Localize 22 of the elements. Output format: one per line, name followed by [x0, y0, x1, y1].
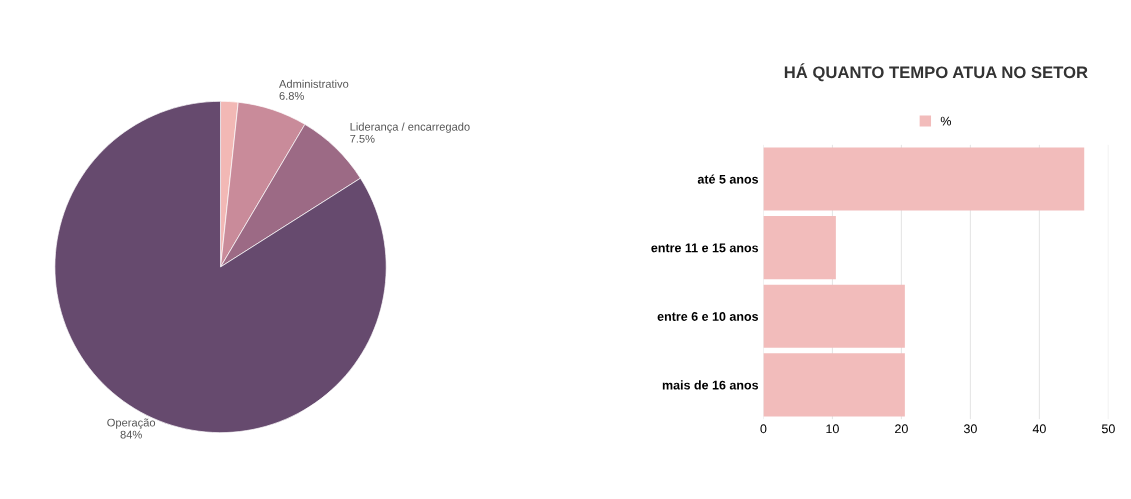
- bar: [763, 147, 1085, 211]
- x-tick-label: 30: [963, 424, 977, 434]
- x-tick-label: 50: [1101, 424, 1115, 434]
- y-tick-label: até 5 anos: [697, 174, 759, 184]
- x-tick-label: 0: [760, 424, 767, 434]
- y-tick-label: entre 6 e 10 anos: [657, 312, 759, 321]
- bar: [763, 216, 836, 280]
- bar: [763, 353, 905, 417]
- x-tick-label: 40: [1032, 424, 1046, 434]
- slice-label: Operação: [107, 418, 156, 429]
- x-tick-label: 10: [826, 424, 839, 434]
- chart-title: HÁ QUANTO TEMPO ATUA NO SETOR: [784, 63, 1088, 82]
- bar: [763, 284, 905, 348]
- y-tick-label: mais de 16 anos: [662, 380, 759, 390]
- data-label: 6.8%: [279, 91, 304, 100]
- slice-label: Administrativo: [279, 79, 349, 88]
- legend-label: %: [940, 116, 952, 126]
- data-label: 7.5%: [350, 134, 375, 143]
- y-tick-label: entre 11 e 15 anos: [651, 243, 759, 253]
- data-label: 84%: [120, 430, 142, 439]
- x-tick-label: 20: [895, 424, 908, 434]
- slice-label: Liderança / encarregado: [350, 122, 470, 133]
